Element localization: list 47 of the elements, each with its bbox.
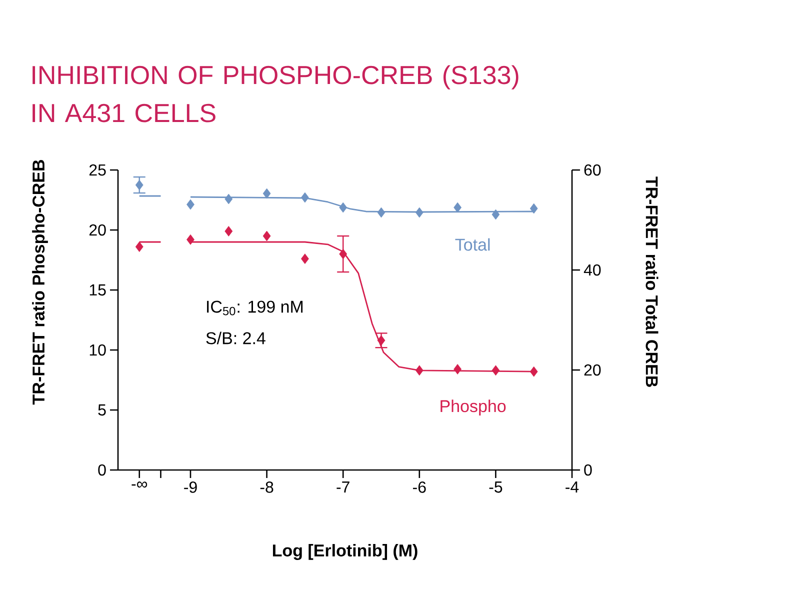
series-label: Phospho bbox=[440, 400, 506, 416]
y-tick-label: 0 bbox=[98, 464, 106, 476]
y-tick-label: 25 bbox=[89, 164, 106, 176]
point bbox=[492, 365, 500, 376]
point bbox=[454, 202, 462, 213]
series-label: Total bbox=[455, 238, 490, 251]
x-tick-label: -6 bbox=[412, 482, 426, 493]
point bbox=[415, 207, 424, 218]
annotation: IC$_{50}$: 199 nM bbox=[207, 300, 303, 316]
x-axis-title: Log [Erlotinib] (M) bbox=[272, 544, 418, 560]
point bbox=[224, 194, 233, 204]
x-tick-label: -7 bbox=[336, 482, 350, 493]
point bbox=[454, 364, 462, 374]
x-tick-label: -8 bbox=[260, 482, 274, 493]
point bbox=[377, 335, 386, 346]
y-tick-label: 10 bbox=[90, 344, 106, 356]
x-tick-label: -9 bbox=[184, 482, 197, 493]
point bbox=[377, 207, 386, 218]
point bbox=[300, 254, 309, 264]
chart-title: INHIBITION OF PHOSPHO-CREB (S133) IN A431 CELLS bbox=[32, 65, 518, 122]
point bbox=[492, 209, 500, 220]
y-axis-title: TR-FRET ratio Phospho-CREB bbox=[32, 160, 48, 405]
y2-tick-label: 40 bbox=[584, 264, 601, 276]
point bbox=[135, 242, 144, 252]
y-tick-label: 15 bbox=[90, 284, 106, 296]
point bbox=[186, 234, 194, 245]
point bbox=[186, 199, 194, 210]
point bbox=[262, 188, 271, 199]
point bbox=[339, 248, 348, 260]
y2-tick-label: 60 bbox=[584, 164, 601, 176]
point bbox=[300, 192, 309, 203]
y2-axis-title: TR-FRET ratio Total CREB bbox=[646, 176, 658, 387]
x-tick-label: -4 bbox=[566, 482, 579, 493]
point bbox=[262, 230, 271, 242]
y-tick-label: 20 bbox=[89, 224, 106, 236]
point bbox=[224, 226, 233, 236]
point bbox=[339, 202, 348, 213]
y2-tick-label: 0 bbox=[584, 464, 592, 476]
x-tick-label: -∞ bbox=[132, 482, 148, 488]
y2-tick-label: 20 bbox=[584, 364, 601, 376]
point bbox=[135, 180, 144, 190]
y-tick-label: 5 bbox=[98, 404, 106, 416]
point bbox=[530, 366, 538, 377]
point bbox=[415, 365, 424, 376]
x-tick-label: -5 bbox=[489, 482, 502, 493]
point bbox=[530, 203, 538, 214]
annotation: S/B: 2.4 bbox=[206, 332, 266, 344]
